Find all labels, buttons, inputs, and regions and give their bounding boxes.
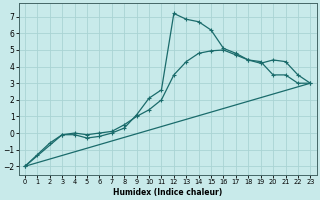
X-axis label: Humidex (Indice chaleur): Humidex (Indice chaleur) bbox=[113, 188, 222, 197]
